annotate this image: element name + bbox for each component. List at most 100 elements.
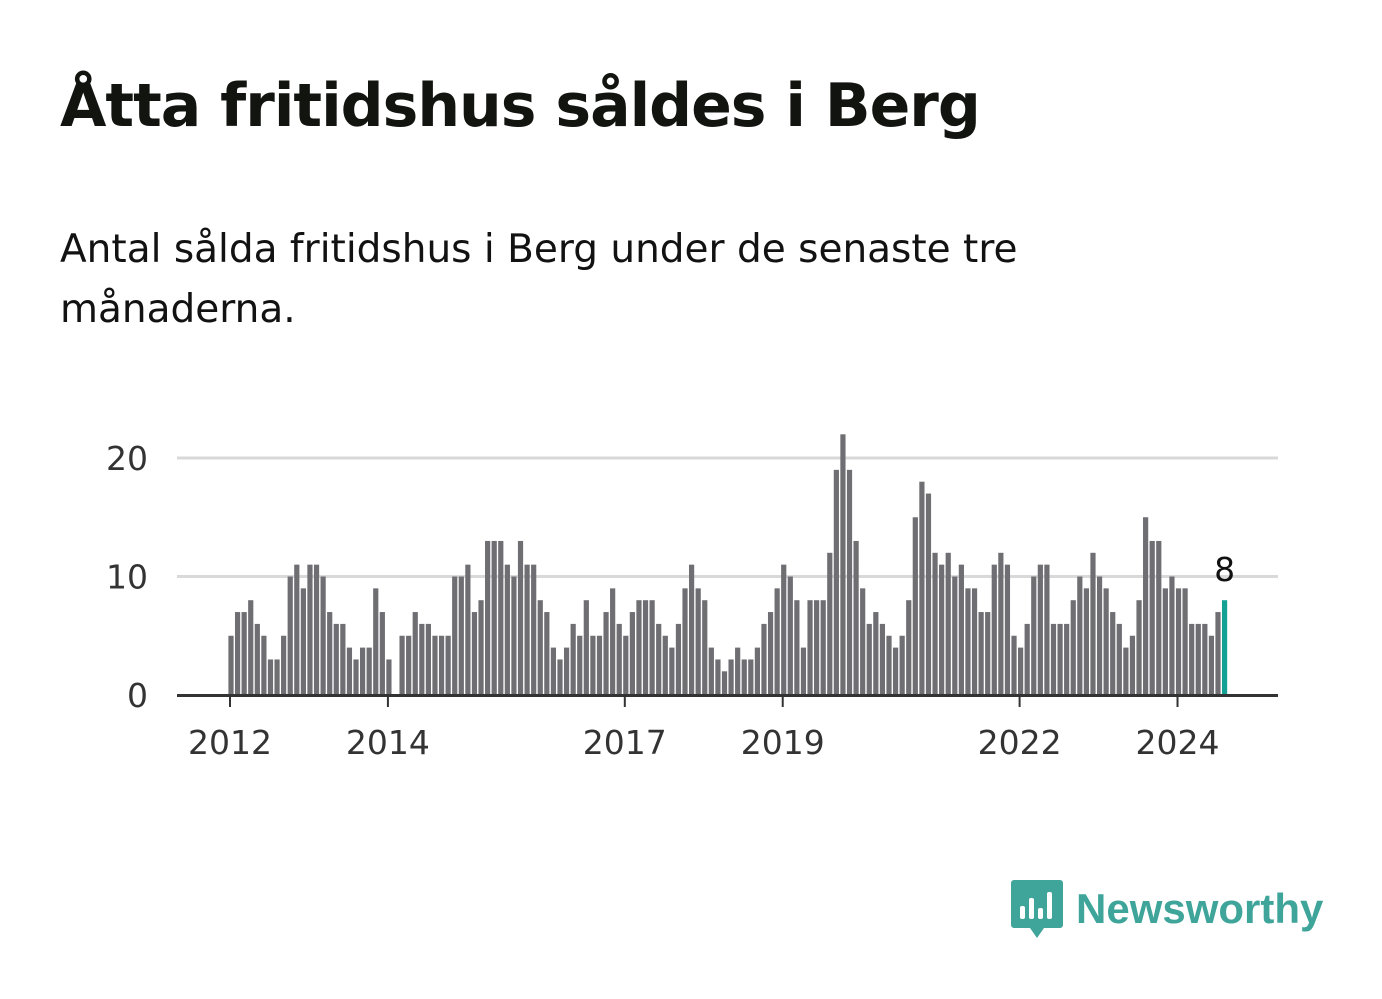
- bar: [1031, 576, 1037, 695]
- bar: [840, 434, 846, 695]
- bar: [702, 600, 708, 695]
- bar: [682, 588, 688, 695]
- bar: [636, 600, 642, 695]
- bar: [300, 588, 306, 695]
- bar: [833, 469, 839, 695]
- bar: [1004, 564, 1011, 695]
- bar: [320, 576, 326, 695]
- bar: [373, 588, 379, 695]
- bar: [583, 600, 589, 695]
- bar: [412, 612, 418, 695]
- bar: [425, 623, 431, 695]
- bar: [406, 635, 412, 695]
- bar: [866, 623, 872, 695]
- bar: [1136, 600, 1142, 695]
- bar: [458, 576, 464, 695]
- bar: [800, 647, 807, 695]
- bar: [853, 540, 859, 695]
- bar: [958, 564, 964, 695]
- bar: [899, 635, 905, 695]
- y-tick-label: 10: [106, 558, 148, 597]
- brand-name: Newsworthy: [1076, 885, 1324, 932]
- bar: [445, 635, 451, 695]
- bar: [860, 588, 866, 695]
- bar: [366, 647, 372, 695]
- bar: [1195, 623, 1201, 695]
- bar: [550, 647, 557, 695]
- bar: [360, 647, 366, 695]
- bar: [886, 635, 892, 695]
- bar: [1103, 588, 1109, 695]
- bar: [287, 576, 293, 695]
- bar: [1202, 623, 1208, 695]
- bar: [892, 647, 899, 695]
- bar: [1044, 564, 1050, 695]
- bar: [524, 564, 530, 695]
- x-tick-label: 2014: [346, 723, 430, 762]
- bar: [774, 588, 780, 695]
- bar: [695, 588, 701, 695]
- bar: [642, 600, 649, 695]
- bar: [570, 623, 576, 695]
- bar: [1096, 576, 1103, 695]
- bar: [781, 564, 787, 695]
- bar: [1024, 623, 1030, 695]
- bar: [267, 659, 274, 695]
- x-tick-label: 2022: [978, 723, 1062, 762]
- bar: [794, 600, 800, 695]
- bar: [261, 635, 267, 695]
- bar: [1110, 612, 1116, 695]
- bar: [313, 564, 320, 695]
- bar: [827, 552, 833, 695]
- bar: [1215, 612, 1221, 695]
- bar: [438, 635, 445, 695]
- bar: [741, 659, 747, 695]
- chart-subtitle: Antal sålda fritidshus i Berg under de s…: [60, 227, 1018, 332]
- bar: [1018, 647, 1024, 695]
- bar: [629, 612, 635, 695]
- bar: [379, 612, 385, 695]
- bar: [432, 635, 438, 695]
- bar: [346, 647, 353, 695]
- bar: [649, 600, 655, 695]
- bar: [1057, 623, 1063, 695]
- bar: [340, 623, 346, 695]
- bar: [708, 647, 714, 695]
- bar: [471, 612, 478, 695]
- x-tick-label: 2012: [188, 723, 272, 762]
- bar: [991, 564, 997, 695]
- bar: [353, 659, 359, 695]
- gridlines: [177, 456, 1278, 578]
- bar: [1011, 635, 1017, 695]
- bar: [748, 659, 754, 695]
- bar: [1169, 576, 1175, 695]
- bar: [1116, 623, 1122, 695]
- bar: [274, 659, 280, 695]
- bar: [511, 576, 517, 695]
- bar: [517, 540, 524, 695]
- bar: [846, 469, 853, 695]
- bar: [735, 647, 741, 695]
- bar: [879, 623, 886, 695]
- bar: [1182, 588, 1188, 695]
- bar: [689, 564, 695, 695]
- bar: [767, 612, 774, 695]
- bar: [945, 552, 951, 695]
- bar: [294, 564, 300, 695]
- bar: [478, 600, 484, 695]
- bar: [912, 517, 918, 695]
- bar-chart: 0 10 20 2012 2014 2017 2019 2022 2024 8: [106, 434, 1278, 762]
- newsworthy-logo: Newsworthy: [1010, 878, 1323, 940]
- bar: [531, 564, 537, 695]
- y-axis-ticks: 0 10 20: [106, 439, 148, 715]
- bar: [1090, 552, 1096, 695]
- bar: [1050, 623, 1057, 695]
- bar: [1083, 588, 1089, 695]
- bar: [814, 600, 820, 695]
- x-tick-label: 2017: [583, 723, 667, 762]
- bar: [241, 612, 247, 695]
- bar: [228, 635, 234, 695]
- bar: [491, 540, 497, 695]
- bar: [820, 600, 826, 695]
- bar: [971, 588, 978, 695]
